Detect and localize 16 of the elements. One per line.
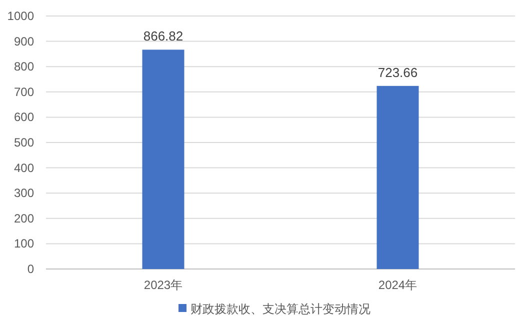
y-tick-label: 500 [14,136,34,150]
y-tick-label: 200 [14,211,34,226]
y-tick-label: 400 [14,160,34,175]
legend-label: 财政拨款收、支决算总计变动情况 [190,302,370,316]
y-tick-label: 100 [14,236,34,251]
y-tick-label: 0 [27,262,34,276]
y-tick-label: 300 [14,186,34,200]
data-label: 723.66 [378,64,418,80]
y-tick-label: 600 [14,110,34,124]
y-tick-label: 800 [14,60,34,74]
y-tick-label: 1000 [7,9,34,23]
x-tick-label: 2024年 [378,278,418,292]
y-tick-label: 700 [14,84,34,99]
y-tick-label: 900 [14,34,34,48]
x-tick-label: 2023年 [144,278,183,292]
data-label: 866.82 [143,28,184,44]
